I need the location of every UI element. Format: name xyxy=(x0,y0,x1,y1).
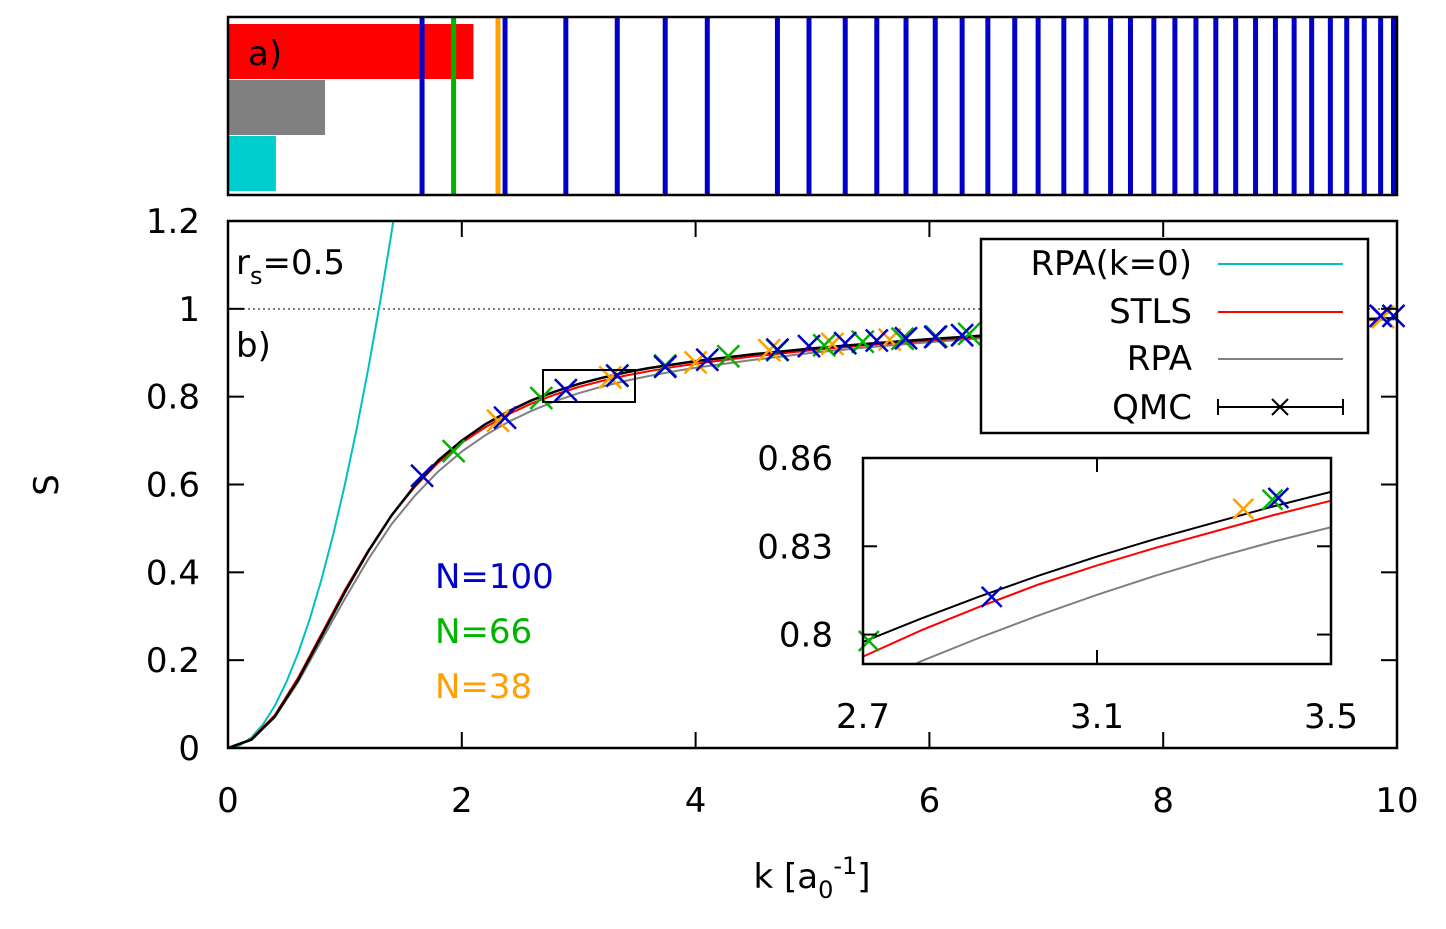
n66-label: N=66 xyxy=(435,612,532,652)
inset-qmc-point-n-100-0 xyxy=(980,586,1003,608)
panel-b: 0 2 4 6 8 10 0 0.2 0.4 0.6 0.8 1 1.2 rs=0.5 b) N=100… xyxy=(27,202,1419,904)
curve-rpa-k-0 xyxy=(228,221,395,748)
x-tick-label-3: 6 xyxy=(919,781,941,821)
inset-x-tick-label-1: 3.1 xyxy=(1070,697,1124,737)
qmc-point-n-66-0 xyxy=(441,439,466,464)
x-label-sub: 0 xyxy=(818,876,833,904)
y-tick-label-4: 0.8 xyxy=(146,378,200,418)
panel-b-qmc-points xyxy=(410,303,1406,488)
qmc-point-n-100-2 xyxy=(553,378,578,402)
inset-qmc-points xyxy=(857,487,1290,652)
legend-label-stls: STLS xyxy=(1109,292,1192,332)
qmc-point-n-66-10 xyxy=(957,321,982,346)
rs-annotation: rs=0.5 xyxy=(236,243,345,290)
panel-a: a) xyxy=(226,15,1399,197)
legend-label-qmc: QMC xyxy=(1112,388,1192,428)
legend-label-rpa0: RPA(k=0) xyxy=(1030,244,1192,284)
qmc-point-n-100-1 xyxy=(493,405,517,430)
panel-a-k-lines xyxy=(419,17,1396,195)
x-label-rest: ] xyxy=(857,857,870,897)
legend: RPA(k=0) STLS RPA QMC xyxy=(979,237,1370,435)
legend-box xyxy=(979,237,1370,435)
inset-y-tick-label-1: 0.83 xyxy=(757,527,833,567)
x-tick-label-0: 0 xyxy=(217,781,239,821)
legend-symbol-qmc xyxy=(1217,398,1344,416)
inset-curves xyxy=(863,490,1331,664)
panel-a-frame xyxy=(226,15,1399,197)
n100-label: N=100 xyxy=(435,557,554,597)
qmc-point-n-100-8 xyxy=(833,331,858,355)
qmc-point-n-66-4 xyxy=(716,344,741,369)
qmc-point-n-100-4 xyxy=(653,354,678,379)
panel-b-frame xyxy=(226,219,1399,750)
n38-label: N=38 xyxy=(435,667,532,707)
x-tick-label-4: 8 xyxy=(1152,781,1174,821)
inset-qmc-point-n-66-1 xyxy=(1261,488,1284,511)
inset: 2.7 3.1 3.5 0.8 0.83 0.86 xyxy=(757,439,1358,737)
panel-a-label: a) xyxy=(248,34,282,74)
inset-curve-qmc xyxy=(863,490,1331,643)
inset-y-tick-label-2: 0.86 xyxy=(757,439,833,479)
panel-b-label: b) xyxy=(236,326,271,366)
inset-x-tick-label-2: 3.5 xyxy=(1304,697,1358,737)
qmc-point-n-100-11 xyxy=(923,325,948,349)
qmc-point-n-66-1 xyxy=(529,386,554,410)
qmc-point-n-100-0 xyxy=(410,463,434,488)
qmc-point-n-38-3 xyxy=(757,338,782,362)
qmc-point-n-100-7 xyxy=(797,334,821,359)
y-tick-label-0: 0 xyxy=(178,729,200,769)
qmc-point-n-100-5 xyxy=(695,347,720,372)
x-tick-label-5: 10 xyxy=(1375,781,1418,821)
y-tick-label-3: 0.6 xyxy=(146,466,200,506)
rs-sub: s xyxy=(250,262,263,290)
y-tick-label-5: 1 xyxy=(178,290,200,330)
panel-a-bar-1 xyxy=(228,80,326,135)
qmc-point-n-66-8 xyxy=(890,326,915,351)
x-label-main: k [a xyxy=(753,857,818,897)
inset-x-tick-label-0: 2.7 xyxy=(836,697,890,737)
panel-a-bar-2 xyxy=(228,136,276,191)
y-tick-label-2: 0.4 xyxy=(146,553,200,593)
qmc-point-n-38-0 xyxy=(486,408,510,433)
x-label-sup: -1 xyxy=(833,852,857,880)
rs-main: r xyxy=(236,243,250,283)
inset-qmc-point-n-100-1 xyxy=(1267,487,1290,509)
x-tick-label-1: 2 xyxy=(451,781,473,821)
x-tick-label-2: 4 xyxy=(685,781,707,821)
panel-a-bar-0 xyxy=(228,24,474,79)
qmc-point-n-100-12 xyxy=(950,323,975,348)
inset-background xyxy=(863,458,1331,664)
panel-a-bars xyxy=(228,24,474,191)
zoom-box xyxy=(542,369,636,403)
x-axis-label: k [a0-1] xyxy=(753,852,870,904)
legend-label-rpa: RPA xyxy=(1127,339,1192,379)
inset-qmc-point-n-38-0 xyxy=(1232,498,1255,520)
inset-frame xyxy=(861,456,1333,666)
qmc-point-n-100-3 xyxy=(605,363,630,388)
inset-curve-rpa xyxy=(912,526,1331,664)
qmc-point-n-100-6 xyxy=(765,337,790,362)
rs-rest: =0.5 xyxy=(263,243,346,283)
qmc-point-n-100-9 xyxy=(864,328,889,353)
inset-y-tick-label-0: 0.8 xyxy=(779,616,833,656)
y-tick-label-6: 1.2 xyxy=(146,202,200,242)
qmc-point-n-100-10 xyxy=(894,326,918,351)
y-axis-label: S xyxy=(27,474,67,496)
y-tick-label-1: 0.2 xyxy=(146,641,200,681)
inset-curve-stls xyxy=(863,499,1331,658)
